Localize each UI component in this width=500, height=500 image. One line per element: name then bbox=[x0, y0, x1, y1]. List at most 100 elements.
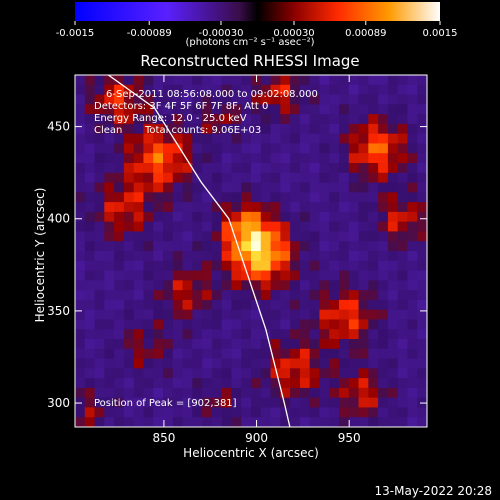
heatmap-cell bbox=[290, 192, 301, 203]
heatmap-cell bbox=[299, 241, 311, 252]
heatmap-cell bbox=[339, 329, 350, 340]
heatmap-cell bbox=[270, 251, 281, 262]
heatmap-cell bbox=[241, 172, 252, 184]
heatmap-cell bbox=[84, 329, 96, 340]
heatmap-cell bbox=[75, 378, 86, 389]
heatmap-cell bbox=[104, 75, 115, 86]
heatmap-cell bbox=[397, 329, 409, 340]
heatmap-cell bbox=[319, 241, 330, 252]
heatmap-cell bbox=[104, 163, 115, 174]
heatmap-cell bbox=[153, 153, 164, 164]
heatmap-cell bbox=[123, 309, 135, 321]
heatmap-cell bbox=[348, 417, 360, 427]
heatmap-cell bbox=[192, 192, 203, 203]
heatmap-cell bbox=[368, 299, 379, 311]
heatmap-cell bbox=[378, 251, 389, 262]
heatmap-cell bbox=[368, 339, 379, 350]
heatmap-cell bbox=[417, 231, 427, 242]
heatmap-cell bbox=[84, 397, 96, 409]
heatmap-cell bbox=[280, 358, 291, 369]
heatmap-cell bbox=[387, 123, 399, 135]
heatmap-cell bbox=[172, 280, 184, 291]
heatmap-cell bbox=[163, 339, 174, 350]
heatmap-cell bbox=[163, 358, 174, 369]
heatmap-cell bbox=[182, 319, 193, 330]
heatmap-cell bbox=[231, 290, 242, 301]
heatmap-cell bbox=[94, 114, 105, 125]
heatmap-cell bbox=[348, 280, 360, 291]
heatmap-cell bbox=[397, 368, 409, 379]
heatmap-cell bbox=[133, 280, 145, 291]
heatmap-cell bbox=[172, 329, 184, 340]
heatmap-cell bbox=[75, 192, 86, 203]
heatmap-cell bbox=[329, 270, 340, 281]
heatmap-cell bbox=[192, 270, 203, 281]
heatmap-cell bbox=[133, 368, 145, 379]
heatmap-cell bbox=[94, 290, 105, 301]
heatmap-cell bbox=[397, 339, 409, 350]
heatmap-cell bbox=[319, 417, 330, 427]
heatmap-cell bbox=[123, 153, 135, 164]
heatmap-cell bbox=[348, 133, 360, 145]
heatmap-cell bbox=[329, 348, 340, 360]
heatmap-cell bbox=[319, 84, 330, 96]
heatmap-cell bbox=[153, 270, 164, 281]
heatmap-cell bbox=[202, 75, 213, 86]
heatmap-cell bbox=[378, 270, 389, 281]
heatmap-cell bbox=[192, 163, 203, 174]
heatmap-cell bbox=[397, 241, 409, 252]
heatmap-cell bbox=[280, 270, 291, 281]
heatmap-cell bbox=[133, 172, 145, 184]
heatmap-cell bbox=[153, 143, 164, 154]
heatmap-cell bbox=[241, 280, 252, 291]
heatmap-cell bbox=[309, 114, 321, 125]
heatmap-cell bbox=[114, 309, 125, 321]
heatmap-cell bbox=[378, 94, 389, 105]
heatmap-cell bbox=[94, 94, 105, 105]
heatmap-cell bbox=[319, 231, 330, 242]
heatmap-cell bbox=[221, 358, 233, 369]
heatmap-cell bbox=[397, 84, 409, 96]
heatmap-cell bbox=[348, 153, 360, 164]
heatmap-cell bbox=[75, 270, 86, 281]
heatmap-cell bbox=[153, 358, 164, 369]
heatmap-cell bbox=[182, 163, 193, 174]
heatmap-cell bbox=[202, 104, 213, 115]
heatmap-cell bbox=[339, 104, 350, 115]
heatmap-cell bbox=[182, 339, 193, 350]
heatmap-cell bbox=[114, 231, 125, 242]
heatmap-cell bbox=[358, 104, 369, 115]
heatmap-cell bbox=[358, 417, 369, 427]
heatmap-cell bbox=[299, 104, 311, 115]
heatmap-cell bbox=[417, 358, 427, 369]
heatmap-cell bbox=[339, 348, 350, 360]
heatmap-cell bbox=[299, 387, 311, 399]
heatmap-cell bbox=[221, 339, 233, 350]
heatmap-cell bbox=[329, 84, 340, 96]
heatmap-cell bbox=[202, 319, 213, 330]
heatmap-cell bbox=[368, 192, 379, 203]
heatmap-cell bbox=[358, 358, 369, 369]
heatmap-cell bbox=[84, 387, 96, 399]
heatmap-cell bbox=[417, 299, 427, 311]
annotation-method: Clean bbox=[94, 125, 123, 136]
heatmap-cell bbox=[260, 241, 272, 252]
heatmap-cell bbox=[329, 319, 340, 330]
heatmap-cell bbox=[84, 319, 96, 330]
heatmap-cell bbox=[231, 221, 242, 233]
heatmap-cell bbox=[211, 221, 223, 233]
heatmap-cell bbox=[270, 397, 281, 409]
solar-limb-line bbox=[107, 75, 291, 427]
heatmap-cell bbox=[387, 378, 399, 389]
heatmap-cell bbox=[192, 417, 203, 427]
heatmap-cell bbox=[251, 329, 262, 340]
heatmap-cell bbox=[94, 202, 105, 213]
heatmap-cell bbox=[172, 104, 184, 115]
heatmap-cell bbox=[378, 211, 389, 223]
heatmap-cell bbox=[378, 133, 389, 145]
heatmap-cell bbox=[163, 387, 174, 399]
chart-title: Reconstructed RHESSI Image bbox=[140, 52, 360, 70]
heatmap-cell bbox=[407, 114, 418, 125]
heatmap-cell bbox=[407, 231, 418, 242]
heatmap-cell bbox=[397, 133, 409, 145]
